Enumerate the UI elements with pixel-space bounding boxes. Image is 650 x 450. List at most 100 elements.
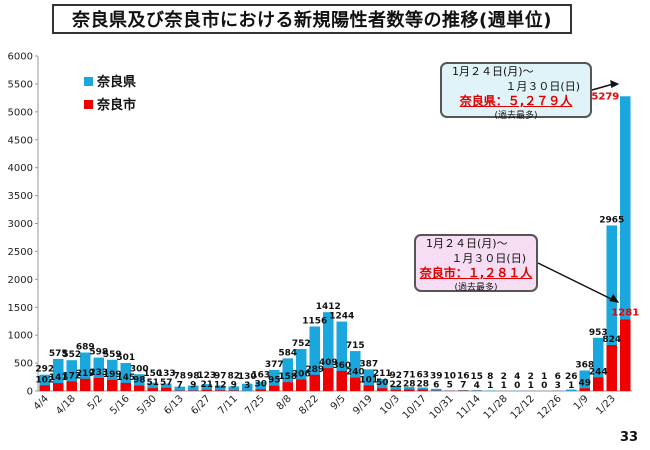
callout-pref-highlight: 奈良県：５,２７９人	[459, 94, 573, 108]
chart-title: 奈良県及び奈良市における新規陽性者数等の推移(週単位)	[52, 4, 572, 34]
data-label-nara-prefecture: 1	[541, 372, 547, 382]
data-label-nara-prefecture: 689	[76, 343, 95, 353]
y-tick-label: 5500	[8, 79, 33, 90]
bar-nara-prefecture	[106, 359, 118, 391]
bar-nara-prefecture	[417, 387, 429, 391]
x-tick-label: 11/28	[482, 393, 510, 421]
data-label-nara-prefecture: 150	[143, 369, 162, 379]
legend-swatch-nara-city	[84, 100, 93, 109]
data-label-nara-prefecture: 953	[589, 328, 608, 338]
data-label-nara-city: 28	[416, 379, 429, 389]
y-tick-label: 5000	[8, 107, 33, 118]
callout-pref-line1: 1月２４日(月)～	[452, 65, 534, 78]
data-label-nara-prefecture: 715	[346, 341, 365, 351]
x-tick-label: 10/31	[428, 393, 456, 421]
data-label-nara-prefecture: 123	[197, 371, 216, 381]
data-label-nara-prefecture: 387	[359, 359, 378, 369]
bar-nara-prefecture	[147, 382, 159, 391]
x-tick-label: 12/26	[536, 393, 564, 421]
bar-nara-prefecture	[187, 385, 199, 391]
data-label-nara-prefecture: 1156	[302, 316, 327, 326]
data-label-nara-city: 3	[244, 381, 250, 391]
data-label-nara-prefecture: 1244	[329, 312, 354, 322]
data-label-nara-city: 206	[292, 369, 311, 379]
callout-pref-arrowhead	[610, 80, 620, 88]
bar-nara-prefecture	[403, 387, 415, 391]
data-label-nara-prefecture: 163	[251, 370, 270, 380]
callout-nara-city: 1月２４日(月)～ １月３０日(日) 奈良市：１,２８１人 (過去最多)	[414, 234, 538, 293]
bar-nara-prefecture	[390, 385, 402, 391]
data-label-nara-prefecture: 2965	[599, 215, 624, 225]
legend-label-nara-city: 奈良市	[96, 97, 136, 113]
bar-nara-prefecture	[376, 379, 388, 391]
bar-nara-city	[349, 377, 361, 391]
data-label-nara-prefecture: 71	[403, 370, 416, 380]
data-label-nara-city: 3	[555, 381, 561, 391]
x-tick-label: 6/13	[162, 393, 186, 417]
bar-nara-prefecture	[93, 357, 105, 391]
data-label-nara-city: 6	[433, 381, 439, 391]
bar-nara-prefecture	[309, 326, 321, 391]
data-label-nara-prefecture: 2	[528, 372, 534, 382]
x-tick-label: 7/11	[216, 393, 240, 417]
bar-nara-prefecture	[282, 358, 294, 391]
bar-nara-city	[417, 389, 429, 391]
bar-nara-city	[214, 390, 226, 391]
callout-city-arrow	[537, 262, 614, 301]
bar-nara-prefecture	[133, 374, 145, 391]
legend-label-nara-prefecture: 奈良県	[96, 74, 136, 90]
bar-nara-prefecture	[214, 385, 226, 391]
data-label-nara-city: 98	[133, 376, 146, 386]
data-label-nara-prefecture: 552	[62, 350, 81, 360]
bar-nara-prefecture	[592, 337, 604, 391]
bar-nara-city	[322, 368, 334, 391]
data-label-nara-city: 4	[474, 381, 480, 391]
x-tick-label: 11/14	[455, 393, 483, 421]
data-label-nara-city: 102	[35, 375, 54, 385]
data-label-nara-city: 233	[89, 368, 108, 378]
bar-nara-prefecture	[255, 381, 267, 391]
bar-nara-city	[268, 385, 280, 391]
x-tick-label: 6/27	[189, 393, 213, 417]
data-label-nara-prefecture: 8	[487, 372, 493, 382]
data-label-nara-prefecture: 130	[238, 372, 257, 382]
data-label-nara-prefecture: 2	[501, 372, 507, 382]
x-tick-label: 4/4	[32, 393, 51, 412]
data-label-nara-city: 199	[103, 370, 122, 380]
bar-nara-city	[403, 389, 415, 391]
bar-nara-city	[106, 379, 118, 391]
bar-nara-city	[390, 389, 402, 391]
x-tick-label: 10/17	[401, 393, 429, 421]
callout-city-highlight: 奈良市：１,２８１人	[419, 266, 533, 280]
y-tick-label: 2500	[8, 247, 33, 258]
bar-nara-city	[39, 385, 51, 391]
bar-nara-prefecture	[66, 360, 78, 391]
bar-nara-prefecture	[241, 383, 253, 391]
data-label-nara-city: 7	[460, 381, 466, 391]
bar-nara-city	[363, 385, 375, 391]
callout-pref-line2: １月３０日(日)	[505, 80, 580, 93]
y-tick-label: 2000	[8, 275, 33, 286]
data-label-nara-prefecture: 97	[214, 371, 227, 381]
data-label-nara-city: 51	[146, 378, 159, 388]
page-number: 33	[620, 430, 639, 445]
data-label-nara-city: 21	[200, 380, 213, 390]
data-label-nara-prefecture: 300	[130, 364, 149, 374]
bar-nara-city	[282, 382, 294, 391]
y-tick-label: 0	[27, 387, 33, 398]
data-label-nara-prefecture: 98	[187, 371, 200, 381]
bar-nara-prefecture	[336, 321, 348, 391]
x-tick-label: 4/18	[54, 393, 78, 417]
bar-nara-city	[93, 377, 105, 391]
bar-nara-prefecture	[322, 312, 334, 391]
x-tick-label: 5/30	[135, 393, 159, 417]
bar-nara-prefecture	[471, 390, 483, 391]
data-label-nara-city: 824	[602, 335, 621, 345]
data-label-nara-prefecture: 575	[49, 349, 68, 359]
bar-nara-city	[66, 381, 78, 391]
bar-nara-city	[376, 388, 388, 391]
bar-nara-city	[619, 319, 631, 391]
data-label-nara-city: 1	[501, 381, 507, 391]
x-tick-label: 7/25	[243, 393, 267, 417]
